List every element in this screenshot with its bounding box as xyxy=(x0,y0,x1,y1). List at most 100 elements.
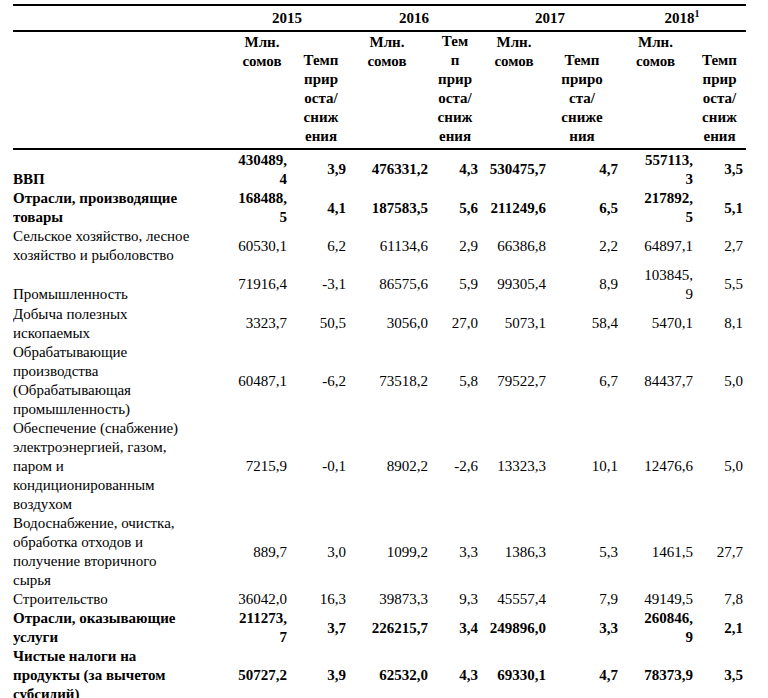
row-label: Строительство xyxy=(13,590,228,609)
value-cell: 3,9 xyxy=(296,647,346,698)
table-row-gdp: ВВП 430489, 4 3,9 476331,2 4,3 530475,7 … xyxy=(13,149,746,189)
value-cell: 50,5 xyxy=(296,304,346,343)
value-cell: 62532,0 xyxy=(346,647,428,698)
subheader-row: Млн. сомов Темп прир оста/ сниж ения Млн… xyxy=(13,31,746,149)
value-cell: 5073,1 xyxy=(482,304,546,343)
value-cell: 3323,7 xyxy=(228,304,296,343)
value-cell: 3,7 xyxy=(296,609,346,647)
col-header-rate-2017: Темп приро ста/ сниже ния xyxy=(546,31,618,149)
year-header-row: 2015 2016 2017 20181 xyxy=(13,5,746,31)
value-cell: 27,7 xyxy=(693,514,746,590)
value-cell: 69330,1 xyxy=(482,647,546,698)
value-cell: 5,6 xyxy=(428,189,482,227)
value-cell: 1461,5 xyxy=(618,514,693,590)
value-cell: 99305,4 xyxy=(482,265,546,304)
value-cell: 3,5 xyxy=(693,647,746,698)
value-cell: 187583,5 xyxy=(346,189,428,227)
value-cell: 5,9 xyxy=(428,265,482,304)
document-page: 2015 2016 2017 20181 Млн. сомов Темп при… xyxy=(0,0,768,698)
value-cell: 2,7 xyxy=(693,227,746,265)
value-cell: 50727,2 xyxy=(228,647,296,698)
value-cell: 2,2 xyxy=(546,227,618,265)
value-cell: 7,8 xyxy=(693,590,746,609)
value-cell: 2,9 xyxy=(428,227,482,265)
col-header-mln-2018: Млн. сомов xyxy=(618,31,693,149)
value-cell: 3,3 xyxy=(546,609,618,647)
value-cell: 1386,3 xyxy=(482,514,546,590)
row-label: Сельское хозяйство, лесное хозяйство и р… xyxy=(13,227,228,265)
year-header-2017: 2017 xyxy=(482,5,618,31)
value-cell: 12476,6 xyxy=(618,419,693,514)
value-cell: 217892, 5 xyxy=(618,189,693,227)
value-cell: 58,4 xyxy=(546,304,618,343)
row-label: Отрасли, производящие товары xyxy=(13,189,228,227)
value-cell: 3,3 xyxy=(428,514,482,590)
year-label: 2018 xyxy=(665,10,695,26)
value-cell: 4,3 xyxy=(428,149,482,189)
year-footnote-mark: 1 xyxy=(695,8,700,19)
table-row-mining: Добыча полезных ископаемых 3323,7 50,5 3… xyxy=(13,304,746,343)
value-cell: 7,9 xyxy=(546,590,618,609)
value-cell: 3,9 xyxy=(296,149,346,189)
value-cell: 8,1 xyxy=(693,304,746,343)
value-cell: 13323,3 xyxy=(482,419,546,514)
value-cell: 71916,4 xyxy=(228,265,296,304)
row-label: Добыча полезных ископаемых xyxy=(13,304,228,343)
value-cell: 64897,1 xyxy=(618,227,693,265)
value-cell: 476331,2 xyxy=(346,149,428,189)
row-label: Обрабатывающие производства (Обрабатываю… xyxy=(13,343,228,419)
year-header-2016: 2016 xyxy=(346,5,482,31)
year-header-2015: 2015 xyxy=(228,5,346,31)
year-header-2018: 20181 xyxy=(618,5,746,31)
value-cell: 84437,7 xyxy=(618,343,693,419)
value-cell: 49149,5 xyxy=(618,590,693,609)
year-label: 2015 xyxy=(272,10,302,26)
col-header-mln-2016: Млн. сомов xyxy=(346,31,428,149)
value-cell: 60487,1 xyxy=(228,343,296,419)
table-row-energy-supply: Обеспечение (снабжение) электроэнергией,… xyxy=(13,419,746,514)
value-cell: 168488, 5 xyxy=(228,189,296,227)
value-cell: 4,1 xyxy=(296,189,346,227)
col-header-rate-2015: Темп прир оста/ сниж ения xyxy=(296,31,346,149)
value-cell: 8902,2 xyxy=(346,419,428,514)
value-cell: 6,5 xyxy=(546,189,618,227)
table-row-manufacturing: Обрабатывающие производства (Обрабатываю… xyxy=(13,343,746,419)
value-cell: 211249,6 xyxy=(482,189,546,227)
value-cell: 5470,1 xyxy=(618,304,693,343)
value-cell: 430489, 4 xyxy=(228,149,296,189)
value-cell: 5,0 xyxy=(693,419,746,514)
col-header-rate-2016: Тем п прир оста/ сниж ения xyxy=(428,31,482,149)
year-label: 2016 xyxy=(399,10,429,26)
value-cell: 260846, 9 xyxy=(618,609,693,647)
value-cell: 73518,2 xyxy=(346,343,428,419)
table-row-water-supply: Водоснабжение, очистка, обработка отходо… xyxy=(13,514,746,590)
value-cell: 16,3 xyxy=(296,590,346,609)
value-cell: 3,5 xyxy=(693,149,746,189)
value-cell: 3056,0 xyxy=(346,304,428,343)
value-cell: -3,1 xyxy=(296,265,346,304)
value-cell: 249896,0 xyxy=(482,609,546,647)
value-cell: 79522,7 xyxy=(482,343,546,419)
value-cell: 1099,2 xyxy=(346,514,428,590)
value-cell: 6,2 xyxy=(296,227,346,265)
value-cell: -6,2 xyxy=(296,343,346,419)
value-cell: 2,1 xyxy=(693,609,746,647)
value-cell: 557113, 3 xyxy=(618,149,693,189)
table-row-industry: Промышленность 71916,4 -3,1 86575,6 5,9 … xyxy=(13,265,746,304)
value-cell: 3,4 xyxy=(428,609,482,647)
value-cell: 5,8 xyxy=(428,343,482,419)
table-row-agriculture: Сельское хозяйство, лесное хозяйство и р… xyxy=(13,227,746,265)
value-cell: 4,7 xyxy=(546,647,618,698)
row-label: Водоснабжение, очистка, обработка отходо… xyxy=(13,514,228,590)
value-cell: 45557,4 xyxy=(482,590,546,609)
value-cell: 103845, 9 xyxy=(618,265,693,304)
value-cell: 10,1 xyxy=(546,419,618,514)
value-cell: 27,0 xyxy=(428,304,482,343)
year-label: 2017 xyxy=(535,10,565,26)
gdp-table: 2015 2016 2017 20181 Млн. сомов Темп при… xyxy=(13,4,746,698)
value-cell: 5,5 xyxy=(693,265,746,304)
table-row-goods-industries: Отрасли, производящие товары 168488, 5 4… xyxy=(13,189,746,227)
value-cell: 7215,9 xyxy=(228,419,296,514)
row-label: Обеспечение (снабжение) электроэнергией,… xyxy=(13,419,228,514)
value-cell: 530475,7 xyxy=(482,149,546,189)
